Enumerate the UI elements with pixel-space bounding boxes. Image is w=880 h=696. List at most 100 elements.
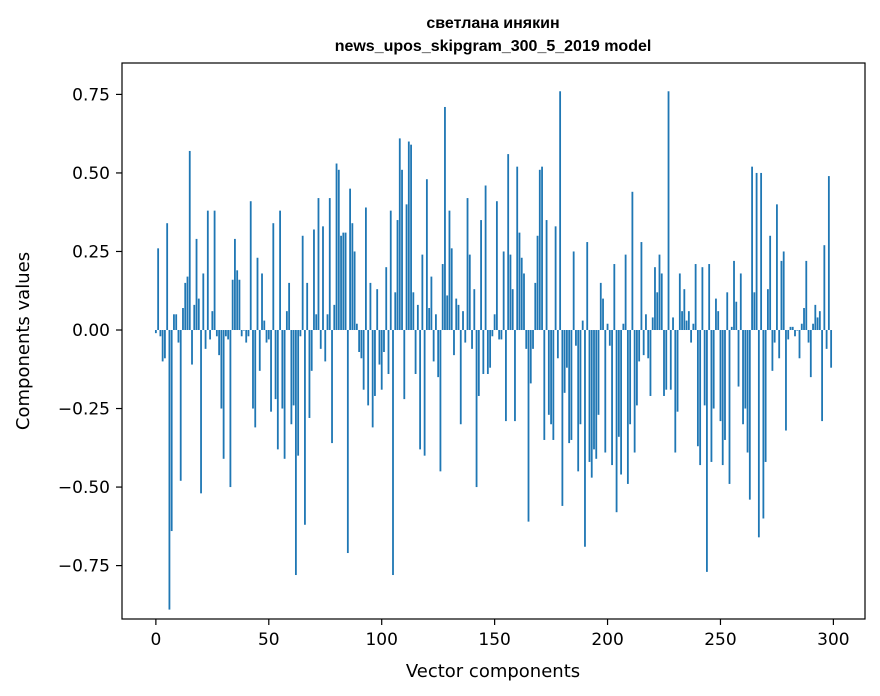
bar-257 [735, 301, 738, 331]
bar-18 [195, 238, 198, 331]
bar-176 [552, 330, 555, 440]
bar-252 [724, 330, 726, 440]
x-axis-label: Vector components [406, 661, 580, 682]
bar-53 [274, 330, 277, 400]
bar-175 [550, 330, 552, 425]
bar-76 [326, 314, 329, 331]
bar-264 [751, 166, 753, 331]
bar-274 [773, 330, 776, 343]
bar-281 [789, 326, 792, 331]
bar-165 [527, 330, 530, 522]
bar-8 [173, 314, 175, 331]
bar-116 [416, 304, 419, 331]
bar-22 [204, 330, 207, 349]
y-tick-label: −0.25 [58, 400, 110, 420]
bar-294 [818, 311, 821, 331]
bar-253 [726, 292, 729, 331]
bar-249 [717, 311, 720, 331]
bar-70 [313, 229, 315, 331]
bar-187 [577, 330, 580, 472]
bar-83 [342, 232, 345, 331]
bar-148 [489, 330, 492, 368]
bar-191 [586, 242, 589, 331]
bar-89 [355, 323, 358, 331]
bar-235 [685, 320, 688, 331]
bar-86 [349, 188, 351, 331]
bar-94 [367, 330, 370, 406]
bar-73 [319, 330, 322, 349]
bar-240 [696, 330, 699, 447]
bar-44 [254, 330, 257, 428]
bar-99 [378, 330, 381, 365]
bar-61 [292, 330, 295, 406]
bar-102 [385, 267, 388, 331]
bar-111 [405, 204, 408, 331]
bar-74 [322, 226, 324, 331]
bar-250 [719, 330, 722, 422]
bar-101 [383, 330, 385, 352]
bar-90 [358, 330, 361, 352]
plot-frame [121, 62, 866, 620]
bar-63 [297, 330, 300, 456]
bar-164 [525, 330, 528, 349]
bar-103 [387, 330, 390, 374]
bar-140 [471, 330, 473, 349]
bar-161 [518, 232, 521, 331]
bar-3 [161, 330, 164, 362]
bar-143 [477, 330, 480, 396]
bar-210 [629, 330, 632, 425]
bar-56 [281, 330, 284, 409]
bar-186 [575, 330, 577, 346]
bar-58 [285, 311, 288, 331]
bar-98 [376, 289, 379, 331]
y-tick-label: 0.25 [72, 242, 110, 262]
bar-182 [565, 330, 568, 368]
bar-45 [256, 257, 259, 331]
bar-100 [380, 330, 383, 390]
bar-236 [687, 311, 690, 331]
bar-113 [410, 144, 412, 331]
bar-62 [294, 330, 297, 576]
bar-41 [247, 330, 250, 337]
bar-290 [809, 330, 812, 378]
bar-207 [622, 323, 625, 331]
bar-91 [360, 330, 363, 359]
bar-209 [626, 330, 629, 484]
bar-255 [730, 326, 733, 331]
bar-156 [507, 154, 510, 331]
bar-29 [220, 330, 223, 409]
y-tick-label: 0.00 [72, 321, 110, 341]
bar-265 [753, 292, 756, 331]
bar-147 [486, 330, 489, 374]
bar-27 [215, 330, 218, 337]
bar-205 [617, 330, 620, 437]
bar-259 [739, 273, 742, 331]
bar-189 [581, 320, 584, 331]
bar-2 [159, 330, 162, 337]
bar-180 [561, 330, 564, 506]
bar-118 [421, 254, 424, 331]
bar-1 [157, 248, 160, 331]
bar-181 [563, 330, 566, 393]
bar-32 [227, 330, 230, 340]
bar-216 [642, 330, 645, 356]
bar-75 [324, 330, 327, 362]
bar-72 [317, 198, 320, 331]
bar-195 [595, 330, 598, 459]
bar-12 [182, 308, 184, 331]
bar-124 [435, 314, 437, 331]
bar-49 [265, 330, 268, 343]
bar-84 [344, 232, 347, 331]
x-tick-label: 0 [150, 630, 161, 650]
bar-123 [432, 330, 435, 362]
bar-92 [362, 330, 365, 390]
bar-228 [669, 330, 672, 390]
bar-171 [541, 166, 543, 331]
bar-206 [620, 330, 623, 475]
bar-196 [597, 330, 600, 415]
bar-295 [821, 330, 823, 422]
bar-35 [234, 238, 236, 331]
bar-66 [304, 330, 306, 525]
bar-96 [371, 330, 374, 428]
bar-238 [692, 323, 695, 331]
